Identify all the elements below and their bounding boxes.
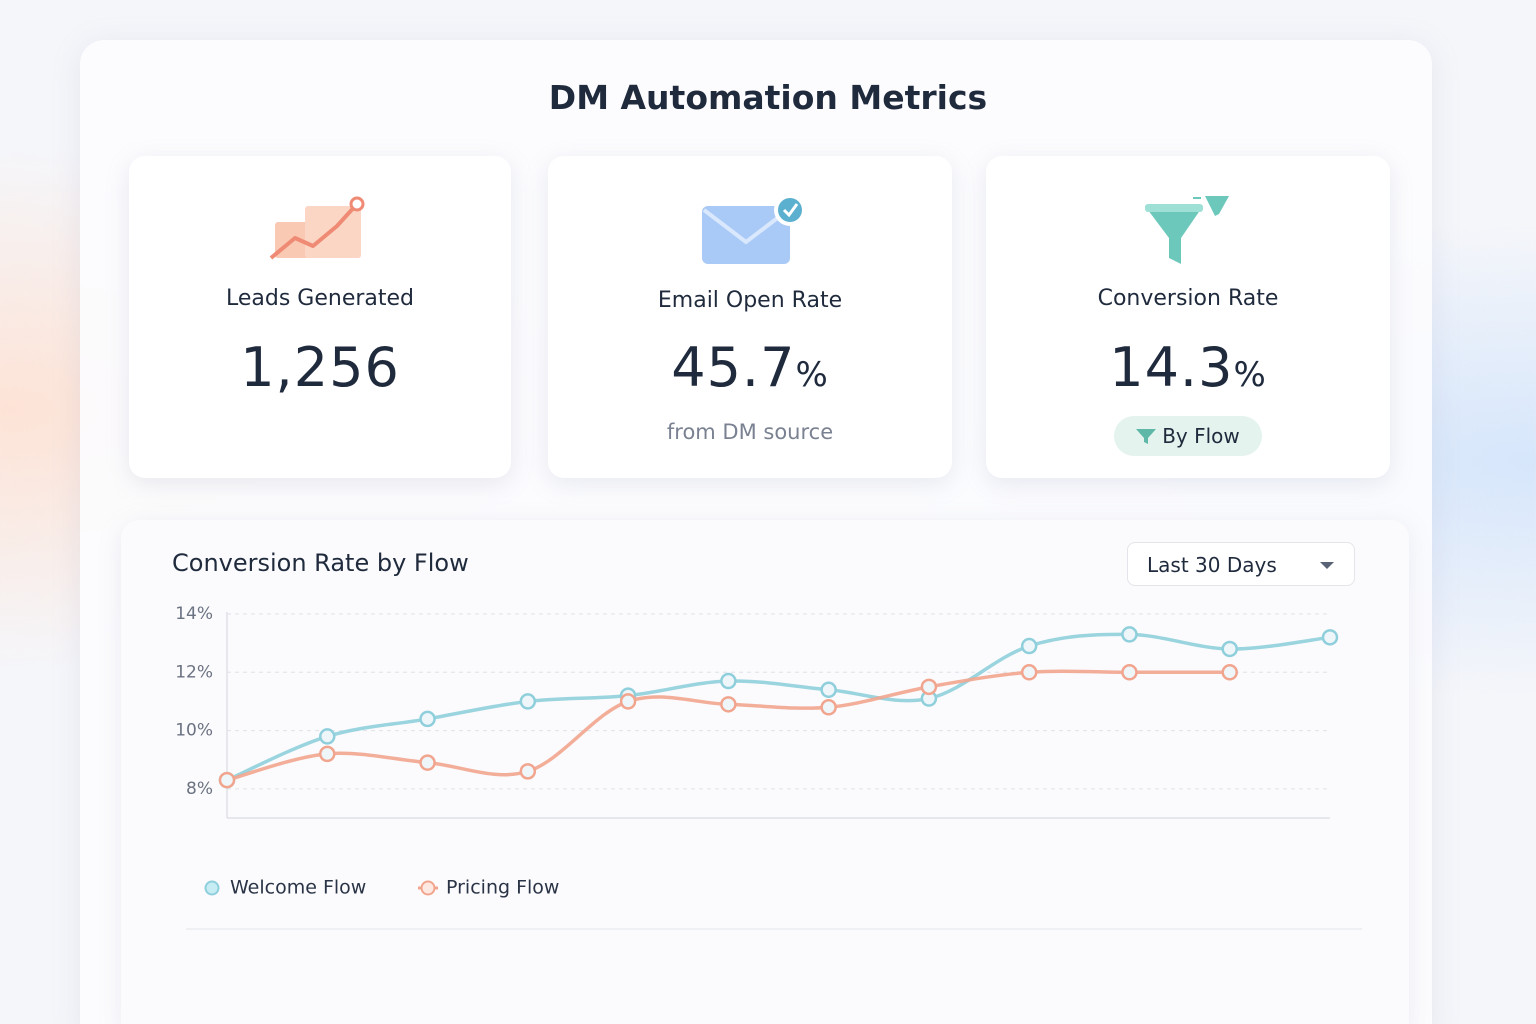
y-tick-label: 14%	[175, 604, 213, 624]
value-number: 14.3	[1109, 336, 1234, 399]
y-tick-label: 12%	[175, 662, 213, 682]
value-number: 1,256	[240, 336, 400, 399]
filter-badge[interactable]: By Flow	[1114, 416, 1262, 456]
data-point	[1221, 664, 1238, 681]
data-point	[720, 696, 737, 713]
data-point	[1020, 664, 1038, 681]
data-point	[419, 754, 436, 771]
range-dropdown[interactable]: Last 30 Days	[1127, 542, 1355, 586]
badge-icon	[1136, 429, 1157, 444]
data-point	[1121, 664, 1138, 681]
legend-label: Pricing Flow	[446, 877, 559, 899]
value-number: 45.7	[671, 336, 796, 399]
value-unit: %	[795, 355, 829, 395]
y-tick-label: 10%	[175, 721, 213, 741]
metric-card: Leads Generated 1,256	[129, 156, 511, 478]
dropdown-text: Last 30 Days	[1147, 553, 1277, 577]
data-point	[720, 672, 737, 690]
chart-title: Conversion Rate by Flow	[172, 549, 469, 577]
data-point	[1121, 626, 1138, 643]
leads-icon	[269, 196, 365, 260]
data-point	[519, 693, 537, 710]
data-point	[920, 678, 938, 696]
data-point	[519, 763, 537, 780]
data-point	[820, 681, 837, 699]
card-note: from DM source	[666, 420, 834, 444]
data-point	[1020, 637, 1038, 655]
legend-label: Welcome Flow	[230, 877, 366, 899]
data-point	[1221, 640, 1238, 658]
data-point	[619, 693, 637, 710]
y-tick-label: 8%	[186, 779, 213, 799]
data-point	[419, 710, 436, 728]
legend-swatch	[204, 880, 220, 896]
card-value: 1,256	[129, 336, 511, 399]
dropdown-caret	[1320, 562, 1334, 569]
series-line	[225, 632, 1332, 782]
data-point	[319, 728, 336, 745]
badge-text: By Flow	[1162, 424, 1240, 448]
data-point	[820, 699, 837, 716]
data-point	[319, 745, 336, 763]
metric-card: Email Open Rate 45.7% from DM source	[548, 156, 952, 478]
card-value: 45.7%	[548, 336, 952, 399]
email-icon	[702, 194, 806, 264]
funnel-icon	[1145, 196, 1229, 264]
card-label: Conversion Rate	[1097, 286, 1279, 311]
metric-card: Conversion Rate 14.3% By Flow	[986, 156, 1390, 478]
legend-swatch	[420, 880, 436, 896]
value-unit: %	[1233, 355, 1267, 395]
data-point	[1321, 629, 1339, 646]
card-label: Email Open Rate	[657, 288, 843, 313]
data-point	[218, 771, 236, 789]
chart-panel	[121, 520, 1409, 1024]
card-label: Leads Generated	[225, 286, 415, 311]
card-value: 14.3%	[986, 336, 1390, 399]
page-title: DM Automation Metrics	[548, 78, 988, 117]
